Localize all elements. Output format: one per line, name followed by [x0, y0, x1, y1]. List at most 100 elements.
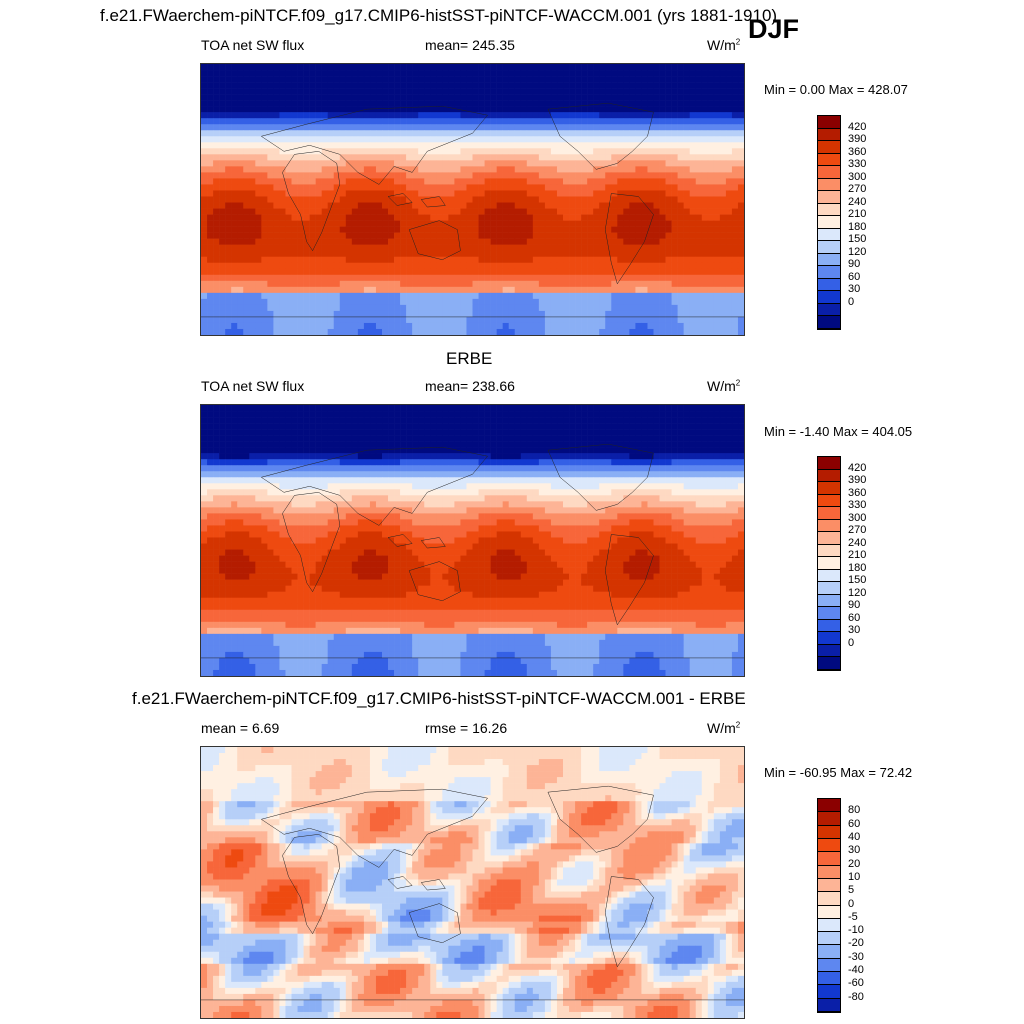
colorbar-swatch — [818, 482, 840, 495]
colorbar-swatch — [818, 178, 840, 192]
colorbar-swatch — [818, 166, 840, 179]
colorbar-swatch — [818, 945, 840, 959]
panel-2-min-max: Min = -1.40 Max = 404.05 — [764, 424, 913, 439]
colorbar-swatch — [818, 812, 840, 826]
colorbar-tick-label: 80 — [848, 804, 861, 817]
panel-1-units: W/m2 — [707, 37, 741, 53]
colorbar-tick-label: 360 — [848, 486, 867, 499]
colorbar-tick-label: 150 — [848, 574, 867, 587]
colorbar-swatch — [818, 607, 840, 620]
panel-1-min-max: Min = 0.00 Max = 428.07 — [764, 82, 908, 97]
colorbar-swatch — [818, 569, 840, 583]
colorbar-swatch — [818, 582, 840, 595]
panel-3-title: f.e21.FWaerchem-piNTCF.f09_g17.CMIP6-his… — [132, 689, 746, 708]
colorbar-tick-label: -30 — [848, 950, 864, 963]
colorbar-tick-label: 40 — [848, 830, 861, 843]
colorbar-tick-label: -40 — [848, 964, 864, 977]
panel-3-colorbar-labels: 80 60 40 30 20 10 5 0 -5 -10 -20 -30 -40 -60 -80 — [848, 798, 888, 1011]
colorbar-swatch — [818, 825, 840, 839]
colorbar-swatch — [818, 985, 840, 999]
colorbar-swatch — [818, 838, 840, 853]
colorbar-swatch — [818, 457, 840, 470]
colorbar-tick-label: 60 — [848, 611, 861, 624]
colorbar-tick-label: 330 — [848, 499, 867, 512]
colorbar-tick-label: 270 — [848, 183, 867, 196]
panel-2-title: ERBE — [446, 349, 493, 368]
colorbar-tick-label: 300 — [848, 511, 867, 524]
colorbar-tick-label: 90 — [848, 258, 861, 271]
panel-1-mean-label: mean= 245.35 — [425, 37, 515, 53]
colorbar-tick-label: 10 — [848, 870, 861, 883]
colorbar-swatch — [818, 228, 840, 242]
colorbar-tick-label: 0 — [848, 636, 855, 649]
colorbar-tick-label: 270 — [848, 524, 867, 537]
colorbar-tick-label: 20 — [848, 857, 861, 870]
colorbar-tick-label: 90 — [848, 599, 861, 612]
colorbar-tick-label: 420 — [848, 120, 867, 133]
colorbar-swatch — [818, 544, 840, 558]
colorbar-swatch — [818, 852, 840, 866]
colorbar-swatch — [818, 507, 840, 520]
panel-2-colorbar — [817, 456, 841, 671]
colorbar-tick-label: 180 — [848, 220, 867, 233]
colorbar-tick-label: 300 — [848, 170, 867, 183]
colorbar-swatch — [818, 191, 840, 204]
colorbar-tick-label: -60 — [848, 977, 864, 990]
panel-2-map — [200, 404, 745, 677]
panel-3-units: W/m2 — [707, 720, 741, 736]
colorbar-tick-label: 240 — [848, 195, 867, 208]
colorbar-swatch — [818, 303, 840, 317]
colorbar-swatch — [818, 141, 840, 154]
panel-2-mean-label: mean= 238.66 — [425, 378, 515, 394]
colorbar-tick-label: 5 — [848, 884, 855, 897]
colorbar-swatch — [818, 519, 840, 533]
colorbar-swatch — [818, 972, 840, 986]
colorbar-swatch — [818, 532, 840, 545]
colorbar-tick-label: 240 — [848, 536, 867, 549]
colorbar-tick-label: 390 — [848, 133, 867, 146]
panel-3-min-max: Min = -60.95 Max = 72.42 — [764, 765, 913, 780]
colorbar-tick-label: 30 — [848, 624, 861, 637]
colorbar-swatch — [818, 799, 840, 813]
colorbar-swatch — [818, 998, 840, 1012]
panel-1-variable-label: TOA net SW flux — [201, 37, 305, 53]
panel-1-colorbar — [817, 115, 841, 330]
colorbar-swatch — [818, 594, 840, 608]
colorbar-swatch — [818, 632, 840, 645]
colorbar-swatch — [818, 278, 840, 292]
colorbar-swatch — [818, 253, 840, 267]
colorbar-tick-label: 0 — [848, 295, 855, 308]
colorbar-swatch — [818, 892, 840, 906]
panel-3-map — [200, 746, 745, 1019]
colorbar-swatch — [818, 865, 840, 879]
colorbar-swatch — [818, 316, 840, 329]
colorbar-tick-label: 420 — [848, 461, 867, 474]
colorbar-tick-label: 30 — [848, 283, 861, 296]
season-label: DJF — [748, 14, 800, 44]
panel-3-rmse-label: rmse = 16.26 — [425, 720, 508, 736]
panel-1-map — [200, 63, 745, 336]
colorbar-swatch — [818, 266, 840, 279]
colorbar-swatch — [818, 905, 840, 919]
colorbar-swatch — [818, 116, 840, 129]
colorbar-tick-label: 60 — [848, 270, 861, 283]
colorbar-swatch — [818, 469, 840, 483]
colorbar-tick-label: 210 — [848, 549, 867, 562]
colorbar-tick-label: 180 — [848, 561, 867, 574]
colorbar-swatch — [818, 241, 840, 254]
colorbar-swatch — [818, 644, 840, 658]
colorbar-swatch — [818, 657, 840, 670]
colorbar-tick-label: -5 — [848, 910, 858, 923]
colorbar-tick-label: 360 — [848, 145, 867, 158]
colorbar-swatch — [818, 958, 840, 973]
colorbar-swatch — [818, 494, 840, 508]
colorbar-tick-label: -20 — [848, 937, 864, 950]
colorbar-tick-label: 210 — [848, 208, 867, 221]
colorbar-tick-label: -10 — [848, 924, 864, 937]
panel-3-mean-label: mean = 6.69 — [201, 720, 280, 736]
colorbar-tick-label: 60 — [848, 817, 861, 830]
panel-2-colorbar-labels: 420 390 360 330 300 270 240 210 180 150 120 90 60 30 0 — [848, 456, 888, 669]
colorbar-tick-label: 0 — [848, 897, 855, 910]
panel-3-colorbar — [817, 798, 841, 1013]
colorbar-tick-label: 120 — [848, 586, 867, 599]
